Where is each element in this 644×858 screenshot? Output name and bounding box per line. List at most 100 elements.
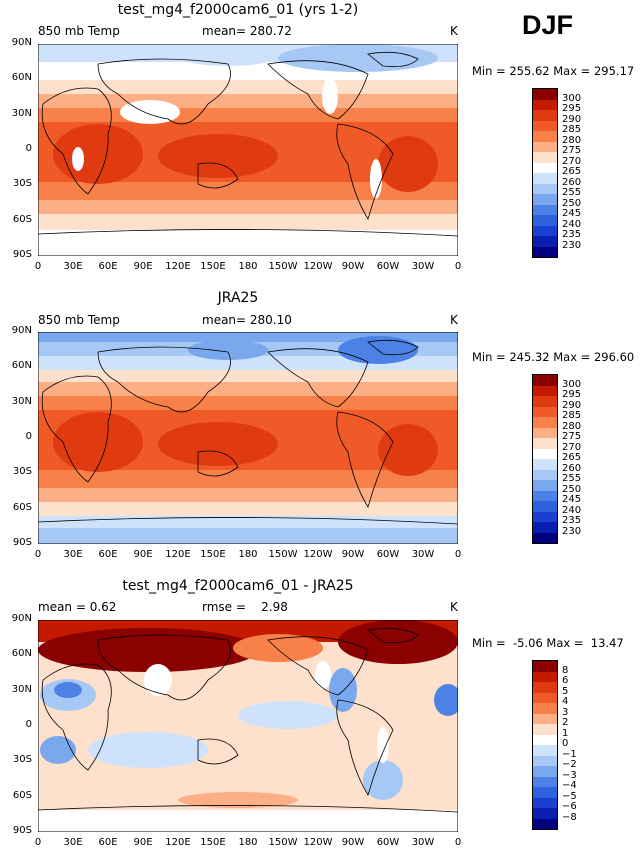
panel2-lon-label: 150W — [268, 549, 298, 560]
panel1-lat-label: 30S — [12, 178, 32, 190]
panel2-lon-label: 60E — [98, 549, 118, 560]
panel3-lat-label: 90N — [11, 613, 32, 624]
panel3-colorbar-label: 1 — [562, 727, 569, 739]
panel1-colorbar-label: 295 — [562, 103, 582, 114]
panel1-colorbar-label: 300 — [562, 92, 582, 104]
colorbar-segment — [533, 692, 557, 703]
panel1-lon-label: 0 — [454, 261, 462, 272]
colorbar-segment — [533, 131, 557, 142]
colorbar-segment — [533, 522, 557, 533]
panel3-colorbar-label: −5 — [562, 790, 577, 802]
colorbar-segment — [533, 375, 557, 386]
colorbar-segment — [533, 787, 557, 798]
colorbar-segment — [533, 141, 557, 152]
colorbar-segment — [533, 448, 557, 459]
panel3-lat-label: 60N — [11, 648, 32, 660]
panel2-mean-label: mean= 280.10 — [202, 313, 292, 327]
panel3-lon-label: 150E — [200, 837, 226, 848]
panel2-lat-label: 90S — [12, 537, 32, 548]
panel3-lon-label: 60W — [376, 837, 400, 848]
panel1-colorbar-label: 260 — [562, 176, 582, 188]
panel2-lon-label: 180 — [238, 549, 258, 560]
panel2-lon-label: 90E — [133, 549, 153, 560]
panel3-lon-label: 90E — [133, 837, 153, 848]
panel1-colorbar-label: 265 — [562, 166, 582, 177]
panel3-lon-label: 0 — [454, 837, 462, 848]
colorbar-segment — [533, 459, 557, 470]
panel3-mean-label: mean = 0.62 — [38, 600, 117, 614]
panel3-colorbar-label: 5 — [562, 685, 569, 697]
panel1-colorbar-label: 235 — [562, 229, 582, 240]
panel2-title: JRA25 — [217, 290, 259, 306]
colorbar-segment — [533, 511, 557, 522]
colorbar-segment — [533, 246, 557, 257]
panel2-colorbar-label: 250 — [562, 483, 582, 495]
panel1-variable-label: 850 mb Temp — [38, 24, 120, 38]
colorbar-segment — [533, 766, 557, 777]
panel1-units: K — [450, 24, 458, 38]
panel2-lon-label: 120E — [165, 549, 191, 560]
panel2-colorbar-label: 270 — [562, 441, 582, 453]
colorbar-segment — [533, 776, 557, 787]
colorbar-segment — [533, 120, 557, 131]
panel3-lat-label: 30N — [11, 683, 32, 695]
panel3-colorbar-label: 0 — [562, 738, 569, 749]
panel1-lon-label: 60W — [376, 261, 400, 272]
panel2-variable-label: 850 mb Temp — [38, 313, 120, 327]
colorbar-segment — [533, 183, 557, 194]
panel2-lon-label: 120W — [303, 549, 333, 560]
panel3-lat-label: 0 — [25, 719, 32, 730]
panel2-colorbar-label: 255 — [562, 473, 582, 484]
panel2-colorbar-label: 280 — [562, 420, 582, 432]
panel2-lat-label: 30S — [12, 466, 32, 478]
panel3-lat-label: 30S — [12, 754, 32, 766]
panel3-map — [38, 620, 458, 832]
panel2-lon-label: 90W — [341, 549, 365, 560]
panel1-lat-label: 60S — [12, 213, 32, 225]
panel2-map — [38, 332, 458, 544]
panel1-lon-label: 150W — [268, 261, 298, 272]
panel1-map — [38, 44, 458, 256]
colorbar-segment — [533, 469, 557, 480]
colorbar-segment — [533, 797, 557, 808]
panel1-lon-label: 120E — [165, 261, 191, 272]
panel1-lon-label: 120W — [303, 261, 333, 272]
panel1-colorbar-label: 245 — [562, 208, 582, 219]
panel1-colorbar-label: 255 — [562, 187, 582, 198]
panel1-lat-label: 30N — [11, 107, 32, 119]
panel1-colorbar-label: 285 — [562, 124, 582, 135]
panel2-lat-label: 30N — [11, 395, 32, 407]
panel2-colorbar-label: 240 — [562, 504, 582, 516]
panel3-lon-label: 0 — [34, 837, 42, 848]
panel1-colorbar — [532, 88, 558, 258]
panel1-lon-label: 150E — [200, 261, 226, 272]
panel3-lon-label: 60E — [98, 837, 118, 848]
panel1-lon-label: 90W — [341, 261, 365, 272]
panel2-lat-label: 60S — [12, 501, 32, 513]
panel1-colorbar-label: 280 — [562, 134, 582, 146]
panel3-title: test_mg4_f2000cam6_01 - JRA25 — [122, 578, 354, 594]
colorbar-segment — [533, 713, 557, 724]
colorbar-segment — [533, 152, 557, 163]
panel1-lon-label: 30W — [411, 261, 435, 272]
panel3-lon-label: 90W — [341, 837, 365, 848]
panel3-colorbar-label: −6 — [562, 801, 577, 812]
panel1-title: test_mg4_f2000cam6_01 (yrs 1-2) — [117, 2, 359, 18]
colorbar-segment — [533, 427, 557, 438]
panel3-lon-label: 120W — [303, 837, 333, 848]
colorbar-segment — [533, 225, 557, 236]
colorbar-segment — [533, 724, 557, 735]
colorbar-segment — [533, 808, 557, 819]
colorbar-segment — [533, 661, 557, 672]
colorbar-segment — [533, 406, 557, 417]
panel2-lon-label: 150E — [200, 549, 226, 560]
panel3-colorbar-label: 8 — [562, 664, 569, 676]
panel3-minmax: Min = -5.06 Max = 13.47 — [472, 636, 624, 650]
panel3-lon-label: 180 — [238, 837, 258, 848]
panel2-colorbar-label: 245 — [562, 494, 582, 505]
colorbar-segment — [533, 162, 557, 173]
panel2-colorbar-label: 290 — [562, 399, 582, 411]
colorbar-segment — [533, 501, 557, 512]
panel2-lon-label: 60W — [376, 549, 400, 560]
panel1-lon-label: 180 — [238, 261, 258, 272]
